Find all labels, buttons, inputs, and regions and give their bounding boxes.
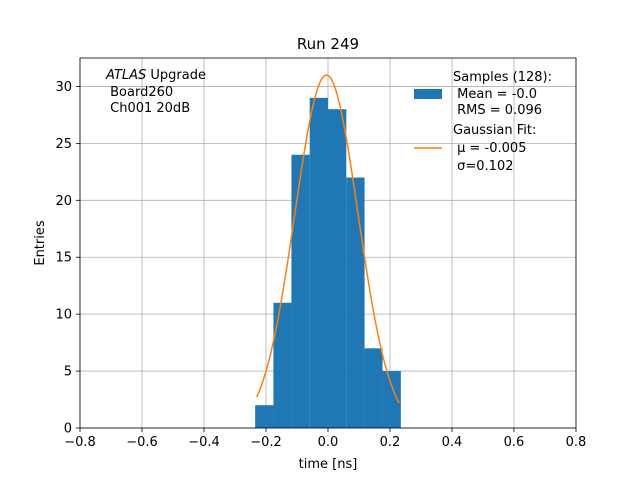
- histogram-bar: [291, 154, 310, 428]
- histogram-bars: [255, 97, 401, 428]
- fit-curve: [256, 74, 400, 404]
- histogram-bar: [309, 97, 328, 428]
- legend-samples-line-3: RMS = 0.096: [453, 103, 542, 118]
- legend: Samples (128): Mean = -0.0 RMS = 0.096 G…: [414, 70, 552, 174]
- y-tick-label: 15: [55, 251, 72, 266]
- histogram-bar: [255, 405, 274, 428]
- y-axis-ticks: 0 5 10 15 20 25 30: [55, 80, 80, 437]
- annotation-line-1: ATLAS Upgrade: [105, 68, 206, 83]
- x-tick-label: 0.2: [380, 435, 401, 450]
- legend-samples-line-1: Samples (128):: [453, 70, 552, 85]
- histogram-bar: [273, 302, 292, 428]
- annotation-atlas: ATLAS: [105, 68, 146, 83]
- y-tick-label: 20: [55, 194, 72, 209]
- y-tick-label: 30: [55, 80, 72, 95]
- annotation-line-3: Ch001 20dB: [106, 101, 190, 116]
- x-tick-label: 0.4: [442, 435, 463, 450]
- y-tick-label: 10: [55, 308, 72, 323]
- legend-fit-line-1: Gaussian Fit:: [453, 123, 536, 138]
- x-tick-label: −0.6: [126, 435, 158, 450]
- histogram-bar: [346, 177, 365, 428]
- legend-patch-samples: [414, 89, 442, 99]
- x-tick-label: 0.0: [318, 435, 339, 450]
- gaussian-fit: [256, 74, 400, 404]
- histogram-bar: [364, 348, 383, 428]
- y-tick-label: 0: [64, 422, 72, 437]
- legend-samples-line-2: Mean = -0.0: [453, 87, 537, 102]
- legend-fit-line-3: σ=0.102: [453, 159, 513, 174]
- histogram-bar: [382, 371, 401, 428]
- legend-fit-line-2: μ = -0.005: [453, 141, 526, 156]
- x-tick-label: 0.8: [566, 435, 587, 450]
- annotation-upgrade: Upgrade: [146, 68, 206, 83]
- chart-title: Run 249: [297, 35, 359, 53]
- y-tick-label: 5: [64, 365, 72, 380]
- x-tick-label: −0.8: [64, 435, 96, 450]
- annotation-line-2: Board260: [106, 85, 173, 100]
- x-axis-ticks: −0.8 −0.6 −0.4 −0.2 0.0 0.2 0.4 0.6 0.8: [64, 428, 586, 450]
- x-axis-label: time [ns]: [299, 457, 358, 472]
- y-axis-label: Entries: [33, 220, 48, 266]
- y-tick-label: 25: [55, 137, 72, 152]
- x-tick-label: −0.2: [250, 435, 282, 450]
- histogram-bar: [328, 109, 347, 428]
- x-tick-label: 0.6: [504, 435, 525, 450]
- x-tick-label: −0.4: [188, 435, 220, 450]
- annotation-box: ATLAS Upgrade Board260 Ch001 20dB: [105, 68, 206, 116]
